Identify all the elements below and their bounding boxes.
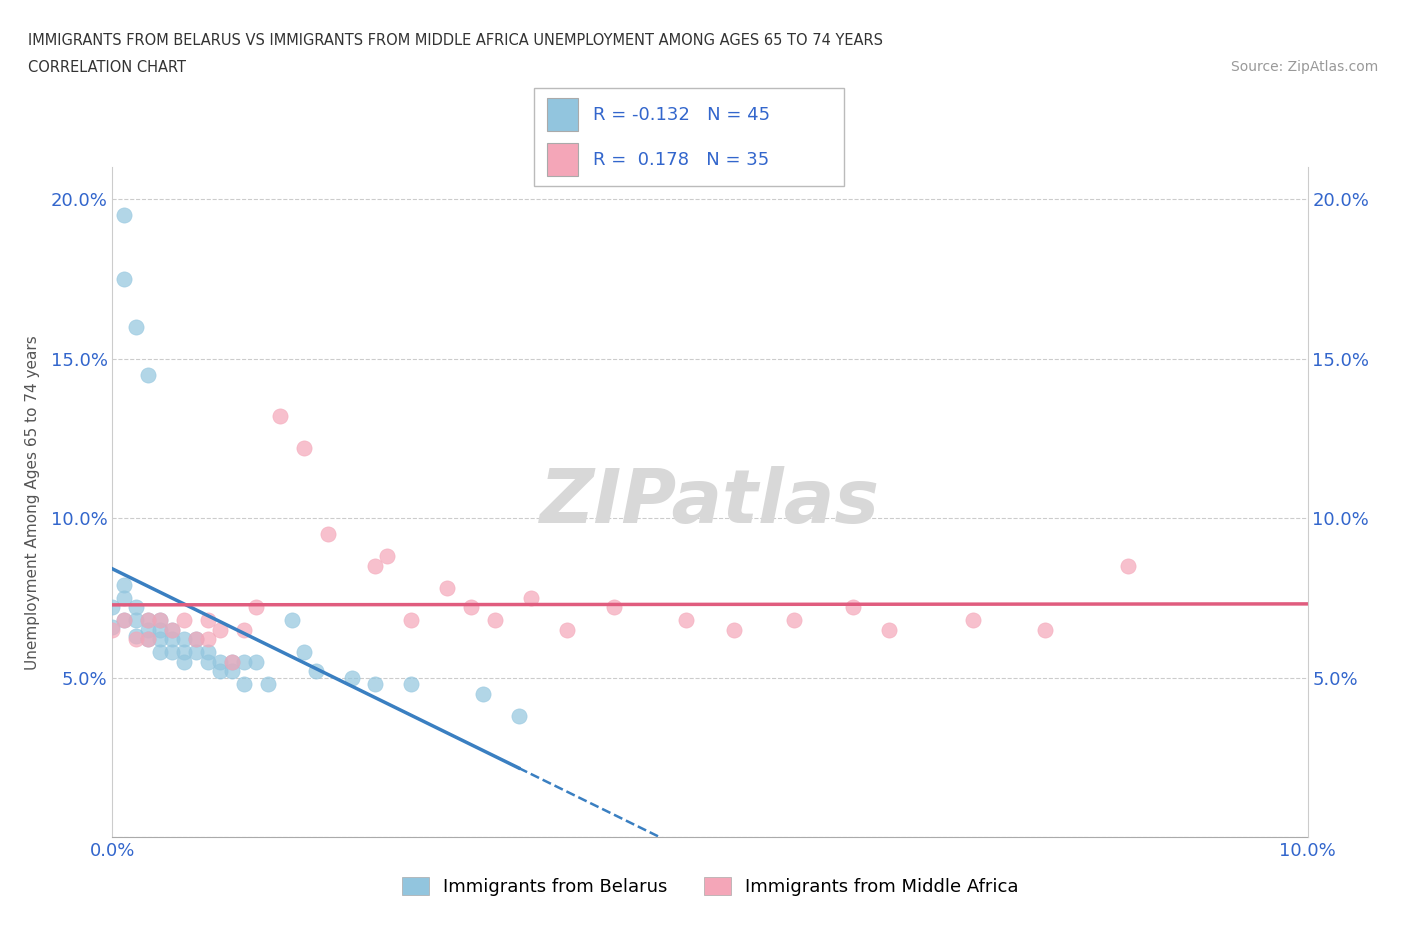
Point	[162, 644, 183, 659]
Point	[232, 676, 256, 691]
Point	[149, 631, 172, 646]
Point	[245, 600, 267, 615]
Point	[364, 559, 387, 574]
Point	[101, 600, 124, 615]
Point	[138, 622, 160, 637]
Point	[245, 654, 267, 669]
Point	[436, 581, 458, 596]
Point	[340, 671, 363, 685]
Text: R =  0.178   N = 35: R = 0.178 N = 35	[593, 151, 769, 168]
Point	[208, 654, 231, 669]
Point	[782, 613, 804, 628]
Point	[125, 600, 148, 615]
Point	[173, 654, 195, 669]
Text: R = -0.132   N = 45: R = -0.132 N = 45	[593, 106, 770, 124]
Point	[186, 644, 208, 659]
Point	[460, 600, 482, 615]
Point	[1033, 622, 1056, 637]
Point	[208, 622, 231, 637]
FancyBboxPatch shape	[534, 88, 844, 186]
Point	[364, 676, 387, 691]
Point	[842, 600, 865, 615]
Point	[257, 676, 280, 691]
Point	[221, 654, 243, 669]
Point	[962, 613, 984, 628]
Text: Source: ZipAtlas.com: Source: ZipAtlas.com	[1230, 60, 1378, 74]
Point	[877, 622, 901, 637]
Point	[162, 622, 183, 637]
Point	[292, 441, 315, 456]
Point	[269, 408, 291, 423]
Point	[138, 367, 160, 382]
Point	[138, 631, 160, 646]
Point	[304, 664, 326, 679]
Point	[125, 629, 148, 644]
Point	[149, 613, 172, 628]
Point	[197, 654, 219, 669]
Point	[114, 272, 135, 286]
Point	[675, 613, 697, 628]
Point	[173, 613, 195, 628]
Point	[125, 631, 148, 646]
Point	[292, 644, 315, 659]
Point	[508, 709, 530, 724]
Point	[149, 622, 172, 637]
Point	[232, 622, 256, 637]
Point	[125, 319, 148, 334]
Point	[138, 613, 160, 628]
Point	[162, 622, 183, 637]
Point	[114, 207, 135, 222]
Point	[316, 526, 339, 541]
Point	[472, 686, 495, 701]
Point	[138, 631, 160, 646]
Point	[125, 613, 148, 628]
Point	[101, 622, 124, 637]
Point	[723, 622, 745, 637]
Point	[520, 591, 543, 605]
FancyBboxPatch shape	[547, 99, 578, 131]
Point	[149, 644, 172, 659]
Point	[377, 549, 399, 564]
Text: IMMIGRANTS FROM BELARUS VS IMMIGRANTS FROM MIDDLE AFRICA UNEMPLOYMENT AMONG AGES: IMMIGRANTS FROM BELARUS VS IMMIGRANTS FR…	[28, 33, 883, 47]
Point	[555, 622, 578, 637]
Point	[197, 613, 219, 628]
Point	[186, 631, 208, 646]
Point	[197, 631, 219, 646]
Text: ZIPatlas: ZIPatlas	[540, 466, 880, 538]
Point	[281, 613, 304, 628]
Point	[603, 600, 626, 615]
Point	[138, 613, 160, 628]
Point	[401, 613, 423, 628]
Point	[186, 631, 208, 646]
Point	[173, 631, 195, 646]
Point	[162, 631, 183, 646]
Point	[114, 613, 135, 628]
Point	[232, 654, 256, 669]
Point	[221, 654, 243, 669]
Point	[484, 613, 506, 628]
Y-axis label: Unemployment Among Ages 65 to 74 years: Unemployment Among Ages 65 to 74 years	[24, 335, 39, 670]
Point	[197, 644, 219, 659]
Text: CORRELATION CHART: CORRELATION CHART	[28, 60, 186, 75]
Point	[149, 613, 172, 628]
Point	[1118, 559, 1140, 574]
Legend: Immigrants from Belarus, Immigrants from Middle Africa: Immigrants from Belarus, Immigrants from…	[392, 868, 1028, 905]
Point	[401, 676, 423, 691]
Point	[101, 619, 124, 634]
FancyBboxPatch shape	[547, 143, 578, 177]
Point	[173, 644, 195, 659]
Point	[114, 613, 135, 628]
Point	[114, 591, 135, 605]
Point	[114, 578, 135, 592]
Point	[208, 664, 231, 679]
Point	[221, 664, 243, 679]
